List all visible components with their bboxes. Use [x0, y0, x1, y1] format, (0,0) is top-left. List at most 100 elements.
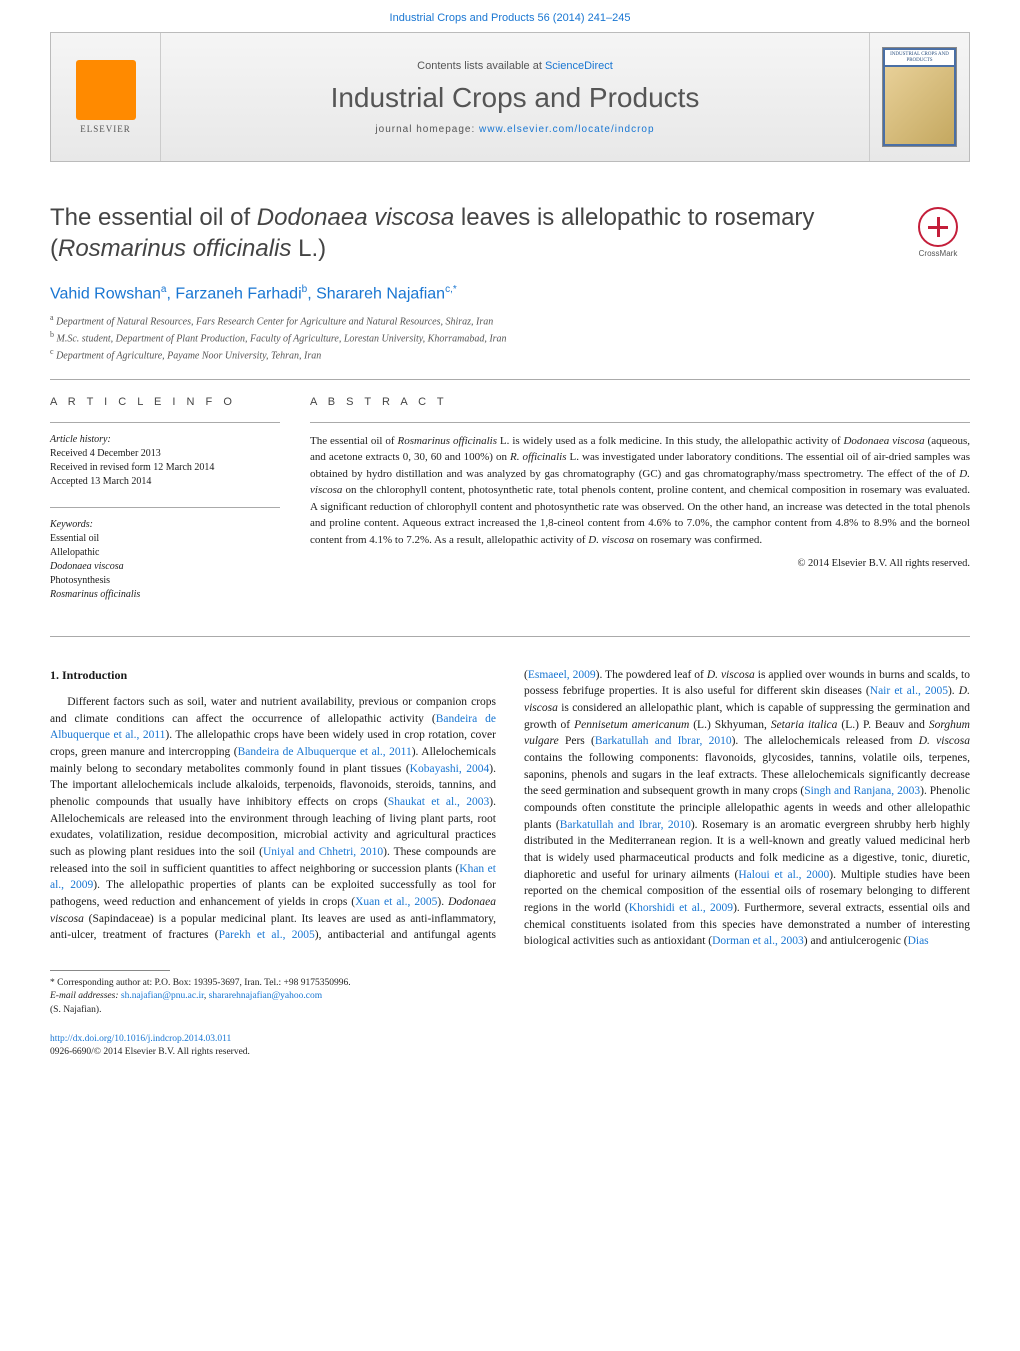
homepage-prefix: journal homepage: [375, 124, 479, 135]
info-rule [50, 422, 280, 423]
abs-species: Dodonaea viscosa [843, 435, 924, 447]
body-text: ). The powdered leaf of [596, 669, 707, 681]
cover-title: INDUSTRIAL CROPS AND PRODUCTS [885, 50, 954, 65]
citation-link[interactable]: Dorman et al., 2003 [712, 935, 804, 947]
corresponding-author: * Corresponding author at: P.O. Box: 193… [50, 977, 480, 990]
article-body: 1. Introduction Different factors such a… [50, 667, 970, 950]
body-species: D. viscosa [919, 735, 970, 747]
abs-species: R. officinalis [510, 451, 566, 463]
citation-link[interactable]: Barkatullah and Ibrar, 2010 [595, 735, 732, 747]
body-text: (L.) P. Beauv and [837, 719, 928, 731]
publisher-logo-cell: ELSEVIER [51, 33, 161, 161]
body-text: ). [437, 896, 448, 908]
body-text: ). [948, 685, 959, 697]
body-species: Pennisetum americanum [574, 719, 689, 731]
affiliation-c-text: Department of Agriculture, Payame Noor U… [56, 351, 321, 362]
info-abstract-row: A R T I C L E I N F O Article history: R… [50, 396, 970, 620]
affiliation-b: b M.Sc. student, Department of Plant Pro… [50, 329, 970, 346]
intro-paragraph: Different factors such as soil, water an… [50, 667, 970, 950]
abstract-column: A B S T R A C T The essential oil of Ros… [310, 396, 970, 620]
body-text: Different factors such as soil, water an… [50, 696, 496, 725]
citation-link[interactable]: Kobayashi, 2004 [410, 763, 490, 775]
article-title: The essential oil of Dodonaea viscosa le… [50, 202, 970, 264]
history-accepted: Accepted 13 March 2014 [50, 475, 280, 489]
journal-homepage-line: journal homepage: www.elsevier.com/locat… [375, 124, 654, 135]
author-1-affil: a [161, 284, 167, 295]
author-3[interactable]: Sharareh Najafian [316, 286, 445, 303]
elsevier-tree-icon [76, 60, 136, 120]
section-1-heading: 1. Introduction [50, 667, 496, 684]
email-attribution: (S. Najafian). [50, 1004, 480, 1017]
footnote-rule [50, 970, 170, 971]
crossmark-icon [918, 207, 958, 247]
citation-link[interactable]: Dias [908, 935, 929, 947]
journal-cover-thumbnail[interactable]: INDUSTRIAL CROPS AND PRODUCTS [882, 47, 957, 147]
email-2-link[interactable]: shararehnajafian@yahoo.com [209, 991, 322, 1001]
author-1[interactable]: Vahid Rowshan [50, 286, 161, 303]
history-label: Article history: [50, 433, 280, 447]
body-text: Pers ( [559, 735, 595, 747]
citation-link[interactable]: Singh and Ranjana, 2003 [804, 785, 920, 797]
body-species: Setaria italica [771, 719, 838, 731]
citation-link[interactable]: Shaukat et al., 2003 [388, 796, 489, 808]
history-revised: Received in revised form 12 March 2014 [50, 461, 280, 475]
journal-cover-cell: INDUSTRIAL CROPS AND PRODUCTS [869, 33, 969, 161]
elsevier-logo[interactable]: ELSEVIER [66, 52, 146, 142]
body-text: ) and antiulcerogenic ( [804, 935, 908, 947]
abs-species: Rosmarinus officinalis [397, 435, 497, 447]
keywords-block: Keywords: Essential oil Allelopathic Dod… [50, 518, 280, 602]
journal-banner: ELSEVIER Contents lists available at Sci… [50, 32, 970, 162]
banner-center: Contents lists available at ScienceDirec… [161, 33, 869, 161]
abs-species: D. viscosa [588, 534, 634, 546]
journal-homepage-link[interactable]: www.elsevier.com/locate/indcrop [479, 124, 655, 135]
abs-text: L. is widely used as a folk medicine. In… [497, 435, 843, 447]
abs-text: on rosemary was confirmed. [634, 534, 762, 546]
author-list: Vahid Rowshana, Farzaneh Farhadib, Shara… [50, 284, 970, 303]
title-species-2: Rosmarinus officinalis [58, 235, 291, 262]
abstract-heading: A B S T R A C T [310, 396, 970, 408]
email-line: E-mail addresses: sh.najafian@pnu.ac.ir,… [50, 990, 480, 1003]
citation-link[interactable]: Xuan et al., 2005 [355, 896, 437, 908]
info-rule [50, 507, 280, 508]
issn-copyright: 0926-6690/© 2014 Elsevier B.V. All right… [50, 1046, 970, 1059]
keywords-label: Keywords: [50, 518, 280, 532]
keyword-4: Photosynthesis [50, 574, 280, 588]
email-1-link[interactable]: sh.najafian@pnu.ac.ir [121, 991, 204, 1001]
sciencedirect-link[interactable]: ScienceDirect [545, 60, 613, 72]
citation-link[interactable]: Bandeira de Albuquerque et al., 2011 [238, 746, 412, 758]
citation-link[interactable]: Parekh et al., 2005 [219, 929, 315, 941]
body-text: (L.) Skhyuman, [689, 719, 771, 731]
citation-link[interactable]: Haloui et al., 2000 [738, 869, 829, 881]
affiliations: a Department of Natural Resources, Fars … [50, 312, 970, 364]
article-history-block: Article history: Received 4 December 201… [50, 433, 280, 489]
body-text: (Sapindaceae) is a popular [84, 913, 216, 925]
email-label: E-mail addresses: [50, 991, 121, 1001]
author-3-affil: c,* [445, 284, 457, 295]
title-part: L.) [291, 235, 326, 262]
abstract-copyright: © 2014 Elsevier B.V. All rights reserved… [310, 558, 970, 569]
cover-image-icon [885, 67, 954, 144]
journal-citation-header: Industrial Crops and Products 56 (2014) … [0, 0, 1020, 32]
article-info-heading: A R T I C L E I N F O [50, 396, 280, 408]
footnotes: * Corresponding author at: P.O. Box: 193… [50, 977, 480, 1017]
body-species: D. viscosa [707, 669, 755, 681]
citation-link[interactable]: Barkatullah and Ibrar, 2010 [560, 819, 691, 831]
title-part: The essential oil of [50, 204, 257, 231]
crossmark-badge[interactable]: CrossMark [906, 207, 970, 261]
author-2-affil: b [302, 284, 308, 295]
author-2[interactable]: Farzaneh Farhadi [175, 286, 301, 303]
journal-name: Industrial Crops and Products [331, 82, 700, 114]
divider [50, 636, 970, 637]
doi-link[interactable]: http://dx.doi.org/10.1016/j.indcrop.2014… [50, 1034, 231, 1044]
citation-link[interactable]: Khorshidi et al., 2009 [629, 902, 733, 914]
citation-link[interactable]: Esmaeel, 2009 [528, 669, 596, 681]
abs-text: The essential oil of [310, 435, 397, 447]
history-received: Received 4 December 2013 [50, 447, 280, 461]
contents-prefix: Contents lists available at [417, 60, 545, 72]
abstract-body: The essential oil of Rosmarinus officina… [310, 433, 970, 549]
article-info-column: A R T I C L E I N F O Article history: R… [50, 396, 280, 620]
citation-link[interactable]: Uniyal and Chhetri, 2010 [263, 846, 383, 858]
crossmark-label: CrossMark [919, 249, 958, 258]
divider [50, 379, 970, 380]
citation-link[interactable]: Nair et al., 2005 [870, 685, 948, 697]
